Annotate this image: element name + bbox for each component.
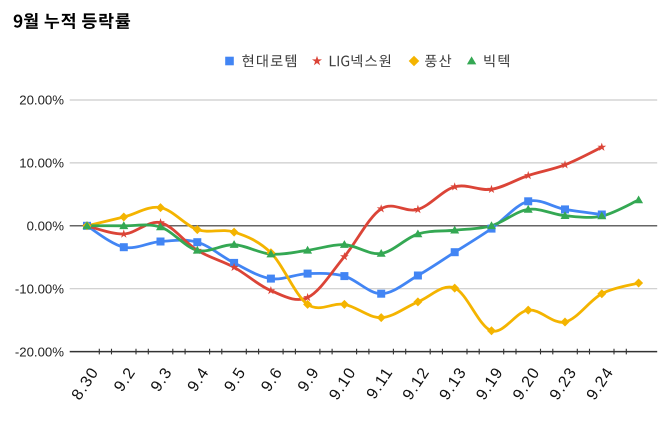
- svg-text:10.00%: 10.00%: [19, 156, 64, 171]
- svg-text:0.00%: 0.00%: [27, 219, 65, 234]
- svg-text:-20.00%: -20.00%: [15, 344, 64, 359]
- svg-text:20.00%: 20.00%: [19, 93, 64, 108]
- svg-text:-10.00%: -10.00%: [15, 281, 64, 296]
